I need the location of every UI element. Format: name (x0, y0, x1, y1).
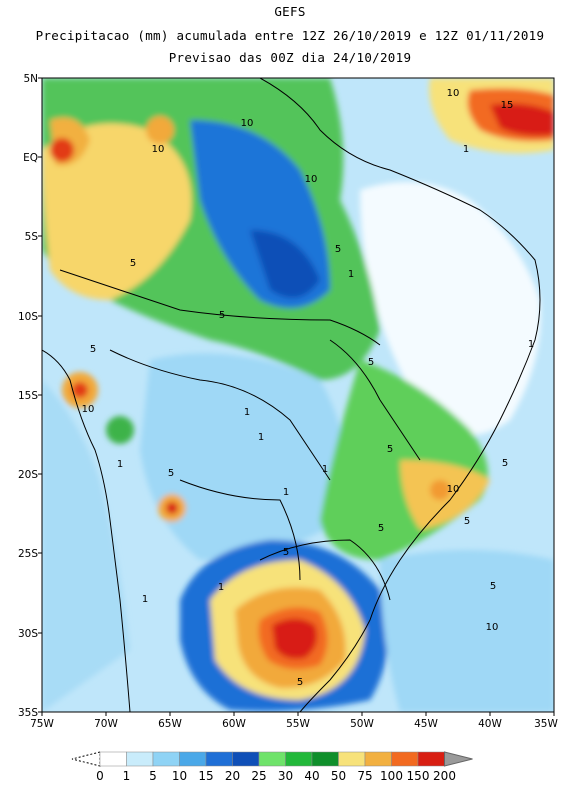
model-title: GEFS (274, 4, 306, 19)
lat-label: 5N (23, 73, 38, 85)
contour-label: 10 (241, 118, 254, 129)
contour-label: 5 (283, 547, 289, 558)
colorbar-swatch (99, 751, 127, 767)
contour-label: 5 (90, 344, 96, 355)
colorbar-label: 25 (251, 769, 266, 783)
contour-label: 5 (297, 677, 303, 688)
map-subtitle: Precipitacao (mm) acumulada entre 12Z 26… (35, 28, 545, 43)
colorbar-swatch (338, 751, 366, 767)
longitude-axis (41, 712, 555, 716)
colorbar-label: 50 (331, 769, 346, 783)
colorbar-swatch (285, 751, 313, 767)
colorbar-label: 75 (357, 769, 372, 783)
colorbar-swatch (152, 751, 180, 767)
contour-label: 5 (335, 244, 341, 255)
lon-label: 50W (350, 718, 374, 730)
contour-label: 5 (464, 516, 470, 527)
lon-label: 40W (478, 718, 502, 730)
colorbar-label: 100 (380, 769, 403, 783)
contour-label: 1 (322, 464, 328, 475)
contour-label: 1 (348, 269, 354, 280)
lat-label: EQ (23, 152, 38, 164)
contour-label: 10 (447, 88, 460, 99)
contour-label: 1 (142, 594, 148, 605)
colorbar-label: 1 (123, 769, 131, 783)
lon-label: 70W (94, 718, 118, 730)
colorbar-label: 200 (433, 769, 456, 783)
contour-label: 5 (378, 523, 384, 534)
lon-label: 75W (30, 718, 54, 730)
contour-label: 5 (490, 581, 496, 592)
lat-label: 20S (18, 469, 38, 481)
contour-label: 1 (244, 407, 250, 418)
contour-label: 10 (486, 622, 499, 633)
colorbar-label: 5 (149, 769, 157, 783)
contour-label: 5 (130, 258, 136, 269)
colorbar-label: 30 (278, 769, 293, 783)
colorbar-swatch (364, 751, 392, 767)
colorbar-label: 0 (96, 769, 104, 783)
lat-label: 35S (18, 707, 38, 719)
contour-label: 1 (117, 459, 123, 470)
contour-label: 1 (258, 432, 264, 443)
colorbar: 0 1 5 10 15 20 25 30 40 50 75 100 150 200 (71, 751, 473, 783)
precipitation-field (42, 78, 554, 712)
contour-label: 10 (305, 174, 318, 185)
colorbar-label: 150 (407, 769, 430, 783)
contour-label: 1 (218, 582, 224, 593)
contour-label: 1 (283, 487, 289, 498)
coastline-borders (42, 78, 541, 712)
lat-label: 5S (25, 231, 39, 243)
colorbar-arrow-left (71, 751, 101, 767)
lat-label: 10S (18, 311, 38, 323)
lon-label: 65W (158, 718, 182, 730)
lon-label: 45W (414, 718, 438, 730)
colorbar-swatch (179, 751, 207, 767)
lat-label: 15S (18, 390, 38, 402)
lon-label: 35W (534, 718, 558, 730)
forecast-date: Previsao das 00Z dia 24/10/2019 (168, 50, 412, 65)
colorbar-swatch (205, 751, 233, 767)
contour-label: 5 (387, 444, 393, 455)
lat-label: 30S (18, 628, 38, 640)
colorbar-swatch (391, 751, 419, 767)
colorbar-label: 10 (172, 769, 187, 783)
contour-label: 1 (463, 144, 469, 155)
colorbar-swatch (232, 751, 260, 767)
contour-label: 10 (447, 484, 460, 495)
lat-label: 25S (18, 548, 38, 560)
colorbar-label: 20 (225, 769, 240, 783)
colorbar-swatch (126, 751, 154, 767)
colorbar-swatch (258, 751, 286, 767)
lon-label: 60W (222, 718, 246, 730)
contour-label: 5 (168, 468, 174, 479)
contour-label: 1 (528, 339, 534, 350)
contour-label: 5 (368, 357, 374, 368)
contour-label: 10 (152, 144, 165, 155)
contour-label: 5 (502, 458, 508, 469)
contour-label: 15 (501, 100, 514, 111)
contour-label: 5 (219, 310, 225, 321)
colorbar-label: 15 (198, 769, 213, 783)
colorbar-arrow-right (444, 751, 473, 767)
colorbar-swatch (311, 751, 339, 767)
colorbar-swatch (417, 751, 445, 767)
latitude-axis (38, 77, 42, 713)
colorbar-label: 40 (304, 769, 319, 783)
contour-label: 10 (82, 404, 95, 415)
lon-label: 55W (286, 718, 310, 730)
